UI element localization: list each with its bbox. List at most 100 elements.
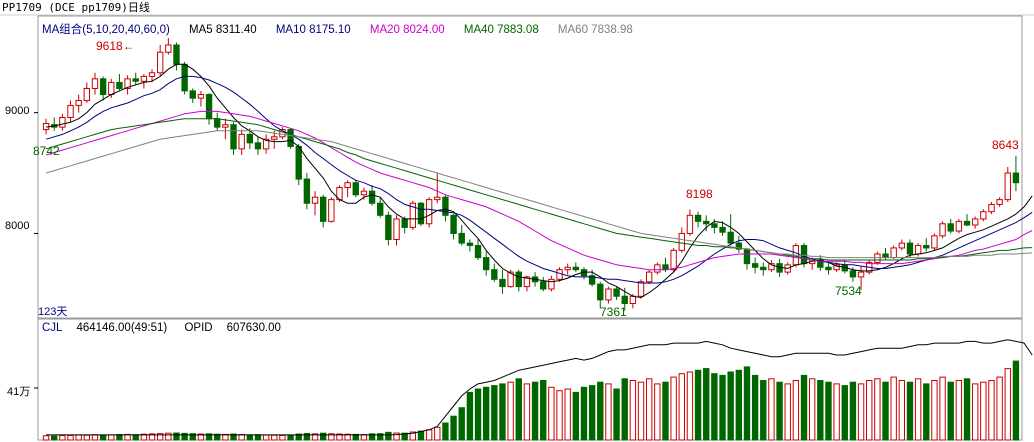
candle-body [59,116,66,128]
candle-body [955,220,963,232]
candle-body [67,104,74,118]
candle-body [629,295,637,305]
candle-body [148,72,156,77]
volume-bar [434,426,441,441]
candle-body [988,203,995,213]
volume-bar [319,432,327,441]
volume-bar [866,380,873,441]
volume-bar [898,380,906,441]
volume-bar [694,369,702,441]
candle-body [173,44,180,65]
volume-bar [540,380,547,441]
volume-bar [499,383,506,441]
volume-bar [678,373,685,441]
candle-body [825,266,832,271]
candle-body [303,178,311,204]
volume-bar [523,383,531,441]
open-interest-line [46,339,1033,436]
volume-bar [613,388,620,441]
candle-body [760,266,767,271]
candle-body [923,245,930,249]
candle-body [181,63,188,92]
volume-bar [784,383,791,441]
volume-bar [751,374,759,441]
candle-body [311,196,319,204]
volume-bar [727,371,734,441]
ma-legend-label: MA组合(5,10,20,40,60,0) [42,24,170,36]
volume-bar [205,433,213,441]
volume-bar [491,385,498,441]
cjl-label: CJL [42,322,63,334]
candle-body [890,247,897,259]
volume-bar [1004,368,1011,441]
volume-bar [42,435,50,441]
candle-body [165,44,172,53]
price-panel-frame [37,15,1023,319]
volume-bar [996,376,1003,441]
volume-bar [466,391,474,441]
volume-bar [670,376,677,441]
candle-body [849,270,857,278]
volume-bar [328,433,335,441]
opid-label: OPID [184,322,213,334]
volume-bar [246,434,254,441]
volume-bar [368,433,376,441]
candle-body [523,276,531,288]
volume-bar [91,434,99,441]
candle-body [515,271,522,288]
candle-body [401,218,408,228]
volume-bar [564,388,571,441]
candle-body [238,133,245,150]
candle-body [393,218,400,240]
volume-bar [654,383,661,441]
volume-bar [735,369,743,441]
volume-bar [222,433,229,441]
volume-bar [99,434,107,441]
candle-body [980,211,987,220]
volume-bar [311,433,319,441]
candle-body [540,281,547,290]
candle-body [963,220,971,226]
volume-bar [262,434,270,441]
contract-exchange: (DCE pp1709)日线 [48,1,150,14]
candle-body [605,288,612,301]
candle-body [409,202,417,228]
candle-body [727,231,734,244]
candle-body [678,232,685,251]
candle-body [548,278,555,290]
candle-body [214,118,221,128]
volume-bar [963,378,971,441]
volume-bar [621,378,628,441]
volume-bar [197,433,205,441]
volume-bar [825,381,832,441]
candle-body [156,51,164,74]
volume-bar [271,434,278,441]
candle-body [132,78,139,82]
candle-body [743,248,751,265]
volume-bar [580,386,588,441]
annotation-mid-high: 8198 [686,187,713,201]
volume-bar [230,433,237,441]
annotation-left: 8742 [33,144,60,158]
candle-body [482,257,490,271]
candle-body [466,242,474,247]
ma60-legend: MA60 7838.98 [557,24,633,36]
volume-bar [515,378,522,441]
volume-bar [67,434,74,441]
candle-body [1012,172,1020,184]
volume-bar [148,433,156,441]
volume-bar [988,380,995,441]
candle-body [197,94,205,99]
volume-bar [711,373,718,441]
candle-body [108,81,115,96]
candle-body [254,142,262,150]
volume-bar [377,433,384,441]
volume-bar [743,366,751,441]
candle-body [507,271,514,288]
volume-bar [914,378,922,441]
volume-bar [425,429,433,441]
volume-bar [83,434,91,441]
candle-body [800,245,808,265]
